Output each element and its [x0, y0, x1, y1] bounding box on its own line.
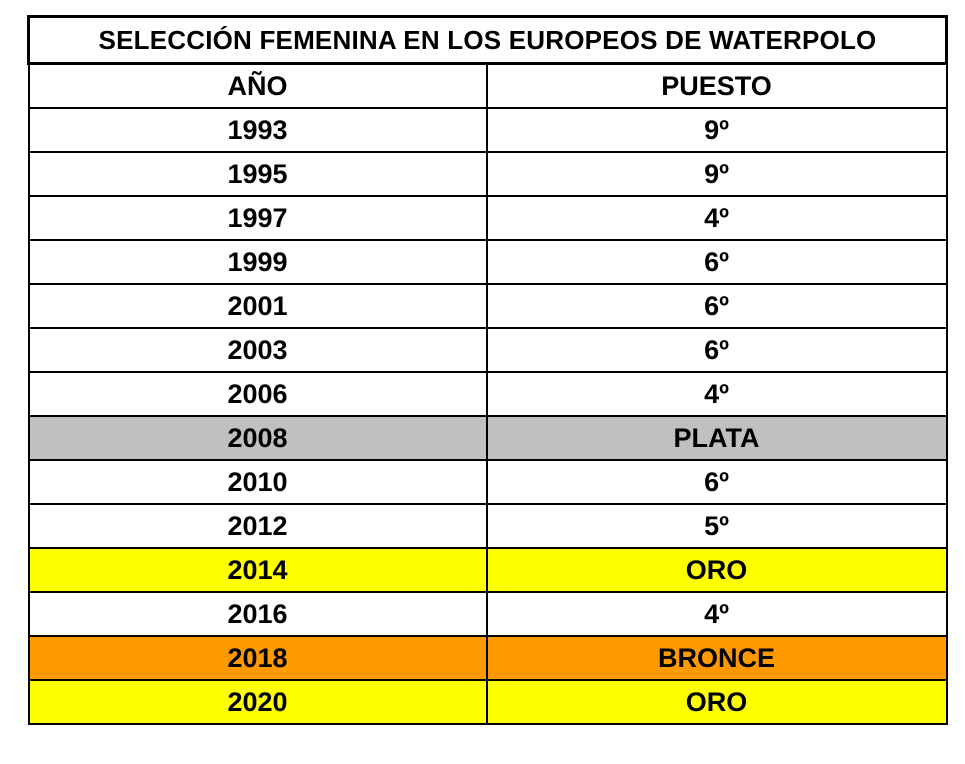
year-cell: 2001: [27, 283, 488, 329]
place-cell: 4º: [485, 195, 948, 241]
table-row: 2012 5º: [27, 503, 948, 549]
place-cell: 4º: [485, 371, 948, 417]
place-cell: 6º: [485, 239, 948, 285]
table-row: 2020 ORO: [27, 679, 948, 725]
year-cell: 2014: [27, 547, 488, 593]
table-row: 2003 6º: [27, 327, 948, 373]
table-row: 1999 6º: [27, 239, 948, 285]
place-cell: 9º: [485, 107, 948, 153]
table-row: 2018 BRONCE: [27, 635, 948, 681]
place-cell: 6º: [485, 283, 948, 329]
table-row: 2010 6º: [27, 459, 948, 505]
place-cell: ORO: [485, 547, 948, 593]
place-cell: 4º: [485, 591, 948, 637]
year-cell: 1993: [27, 107, 488, 153]
place-cell: ORO: [485, 679, 948, 725]
header-place: PUESTO: [485, 62, 948, 109]
title-row: SELECCIÓN FEMENINA EN LOS EUROPEOS DE WA…: [26, 15, 949, 65]
table-row: 2008 PLATA: [27, 415, 948, 461]
year-cell: 2003: [27, 327, 488, 373]
year-cell: 2016: [27, 591, 488, 637]
table-row: 2016 4º: [27, 591, 948, 637]
year-cell: 1995: [27, 151, 488, 197]
place-cell: BRONCE: [485, 635, 948, 681]
table-row: 1997 4º: [27, 195, 948, 241]
results-table-container: SELECCIÓN FEMENINA EN LOS EUROPEOS DE WA…: [26, 15, 949, 725]
year-cell: 1997: [27, 195, 488, 241]
header-row: AÑO PUESTO: [27, 62, 948, 109]
year-cell: 1999: [27, 239, 488, 285]
table-row: 1995 9º: [27, 151, 948, 197]
place-cell: PLATA: [485, 415, 948, 461]
year-cell: 2008: [27, 415, 488, 461]
year-cell: 2006: [27, 371, 488, 417]
place-cell: 5º: [485, 503, 948, 549]
place-cell: 6º: [485, 459, 948, 505]
year-cell: 2020: [27, 679, 488, 725]
year-cell: 2018: [27, 635, 488, 681]
table-row: 2001 6º: [27, 283, 948, 329]
table-row: 2014 ORO: [27, 547, 948, 593]
place-cell: 6º: [485, 327, 948, 373]
place-cell: 9º: [485, 151, 948, 197]
table-row: 1993 9º: [27, 107, 948, 153]
header-year: AÑO: [27, 62, 488, 109]
year-cell: 2012: [27, 503, 488, 549]
table-row: 2006 4º: [27, 371, 948, 417]
table-title: SELECCIÓN FEMENINA EN LOS EUROPEOS DE WA…: [26, 15, 949, 65]
year-cell: 2010: [27, 459, 488, 505]
results-table: SELECCIÓN FEMENINA EN LOS EUROPEOS DE WA…: [26, 15, 949, 725]
